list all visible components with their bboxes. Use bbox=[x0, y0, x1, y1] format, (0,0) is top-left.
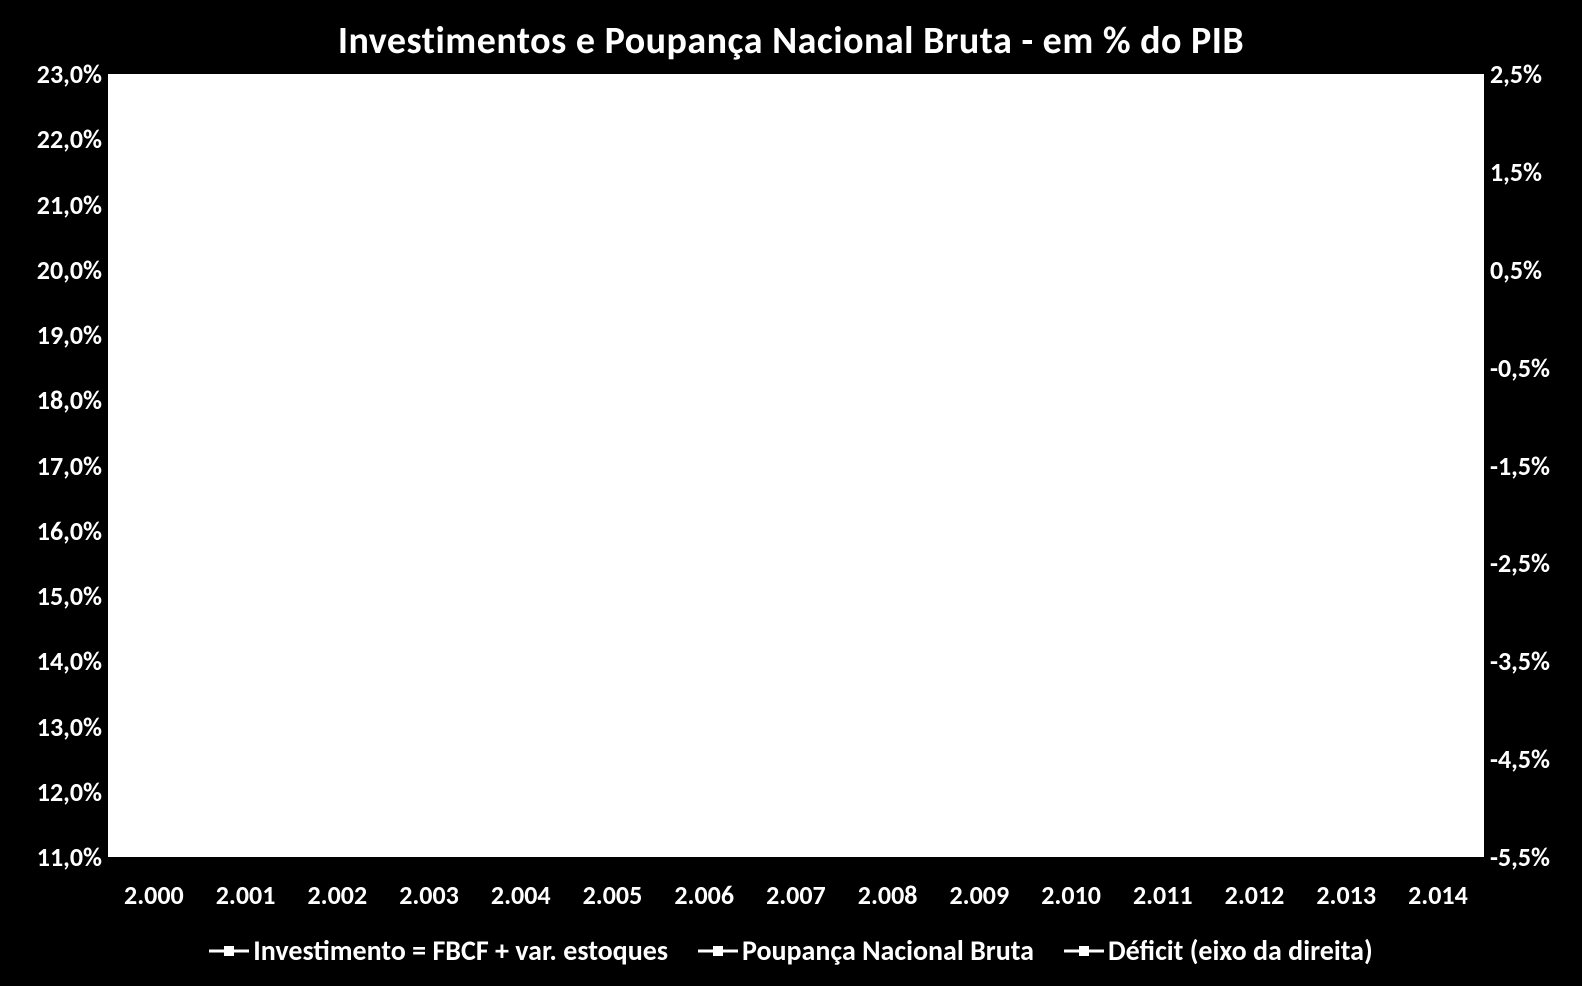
x-tick: 2.004 bbox=[491, 879, 551, 911]
legend-item: Poupança Nacional Bruta bbox=[698, 933, 1034, 968]
plot-area bbox=[108, 74, 1484, 857]
legend-item: Investimento = FBCF + var. estoques bbox=[209, 933, 668, 968]
x-tick: 2.012 bbox=[1225, 879, 1285, 911]
legend-label: Déficit (eixo da direita) bbox=[1108, 933, 1373, 968]
legend-label: Poupança Nacional Bruta bbox=[742, 933, 1034, 968]
y-axis-right: 2,5%1,5%0,5%-0,5%-1,5%-2,5%-3,5%-4,5%-5,… bbox=[1484, 74, 1574, 857]
x-axis-spacer-left bbox=[8, 879, 108, 911]
x-tick: 2.014 bbox=[1408, 879, 1468, 911]
x-tick: 2.001 bbox=[216, 879, 276, 911]
x-axis: 2.000 2.001 2.002 2.003 2.004 2.005 2.006 2.007… bbox=[108, 879, 1484, 911]
x-tick: 2.002 bbox=[307, 879, 367, 911]
legend: Investimento = FBCF + var. estoques Poupa… bbox=[0, 911, 1582, 986]
legend-marker-icon bbox=[698, 941, 738, 961]
legend-marker-icon bbox=[209, 941, 249, 961]
x-tick: 2.008 bbox=[858, 879, 918, 911]
x-tick: 2.000 bbox=[124, 879, 184, 911]
x-tick: 2.013 bbox=[1316, 879, 1376, 911]
x-axis-spacer-right bbox=[1484, 879, 1574, 911]
chart-title: Investimentos e Poupança Nacional Bruta … bbox=[0, 0, 1582, 74]
chart-container: Investimentos e Poupança Nacional Bruta … bbox=[0, 0, 1582, 986]
legend-marker-icon bbox=[1064, 941, 1104, 961]
x-axis-row: 2.000 2.001 2.002 2.003 2.004 2.005 2.006 2.007… bbox=[0, 857, 1582, 911]
x-tick: 2.007 bbox=[766, 879, 826, 911]
legend-item: Déficit (eixo da direita) bbox=[1064, 933, 1373, 968]
x-tick: 2.006 bbox=[674, 879, 734, 911]
x-tick: 2.010 bbox=[1041, 879, 1101, 911]
x-tick: 2.003 bbox=[399, 879, 459, 911]
x-tick: 2.005 bbox=[583, 879, 643, 911]
x-tick: 2.009 bbox=[950, 879, 1010, 911]
y-axis-left: 23,0%22,0%21,0%20,0%19,0%18,0%17,0%16,0%… bbox=[8, 74, 108, 857]
legend-label: Investimento = FBCF + var. estoques bbox=[253, 933, 668, 968]
x-tick: 2.011 bbox=[1133, 879, 1193, 911]
plot-row: 23,0%22,0%21,0%20,0%19,0%18,0%17,0%16,0%… bbox=[0, 74, 1582, 857]
